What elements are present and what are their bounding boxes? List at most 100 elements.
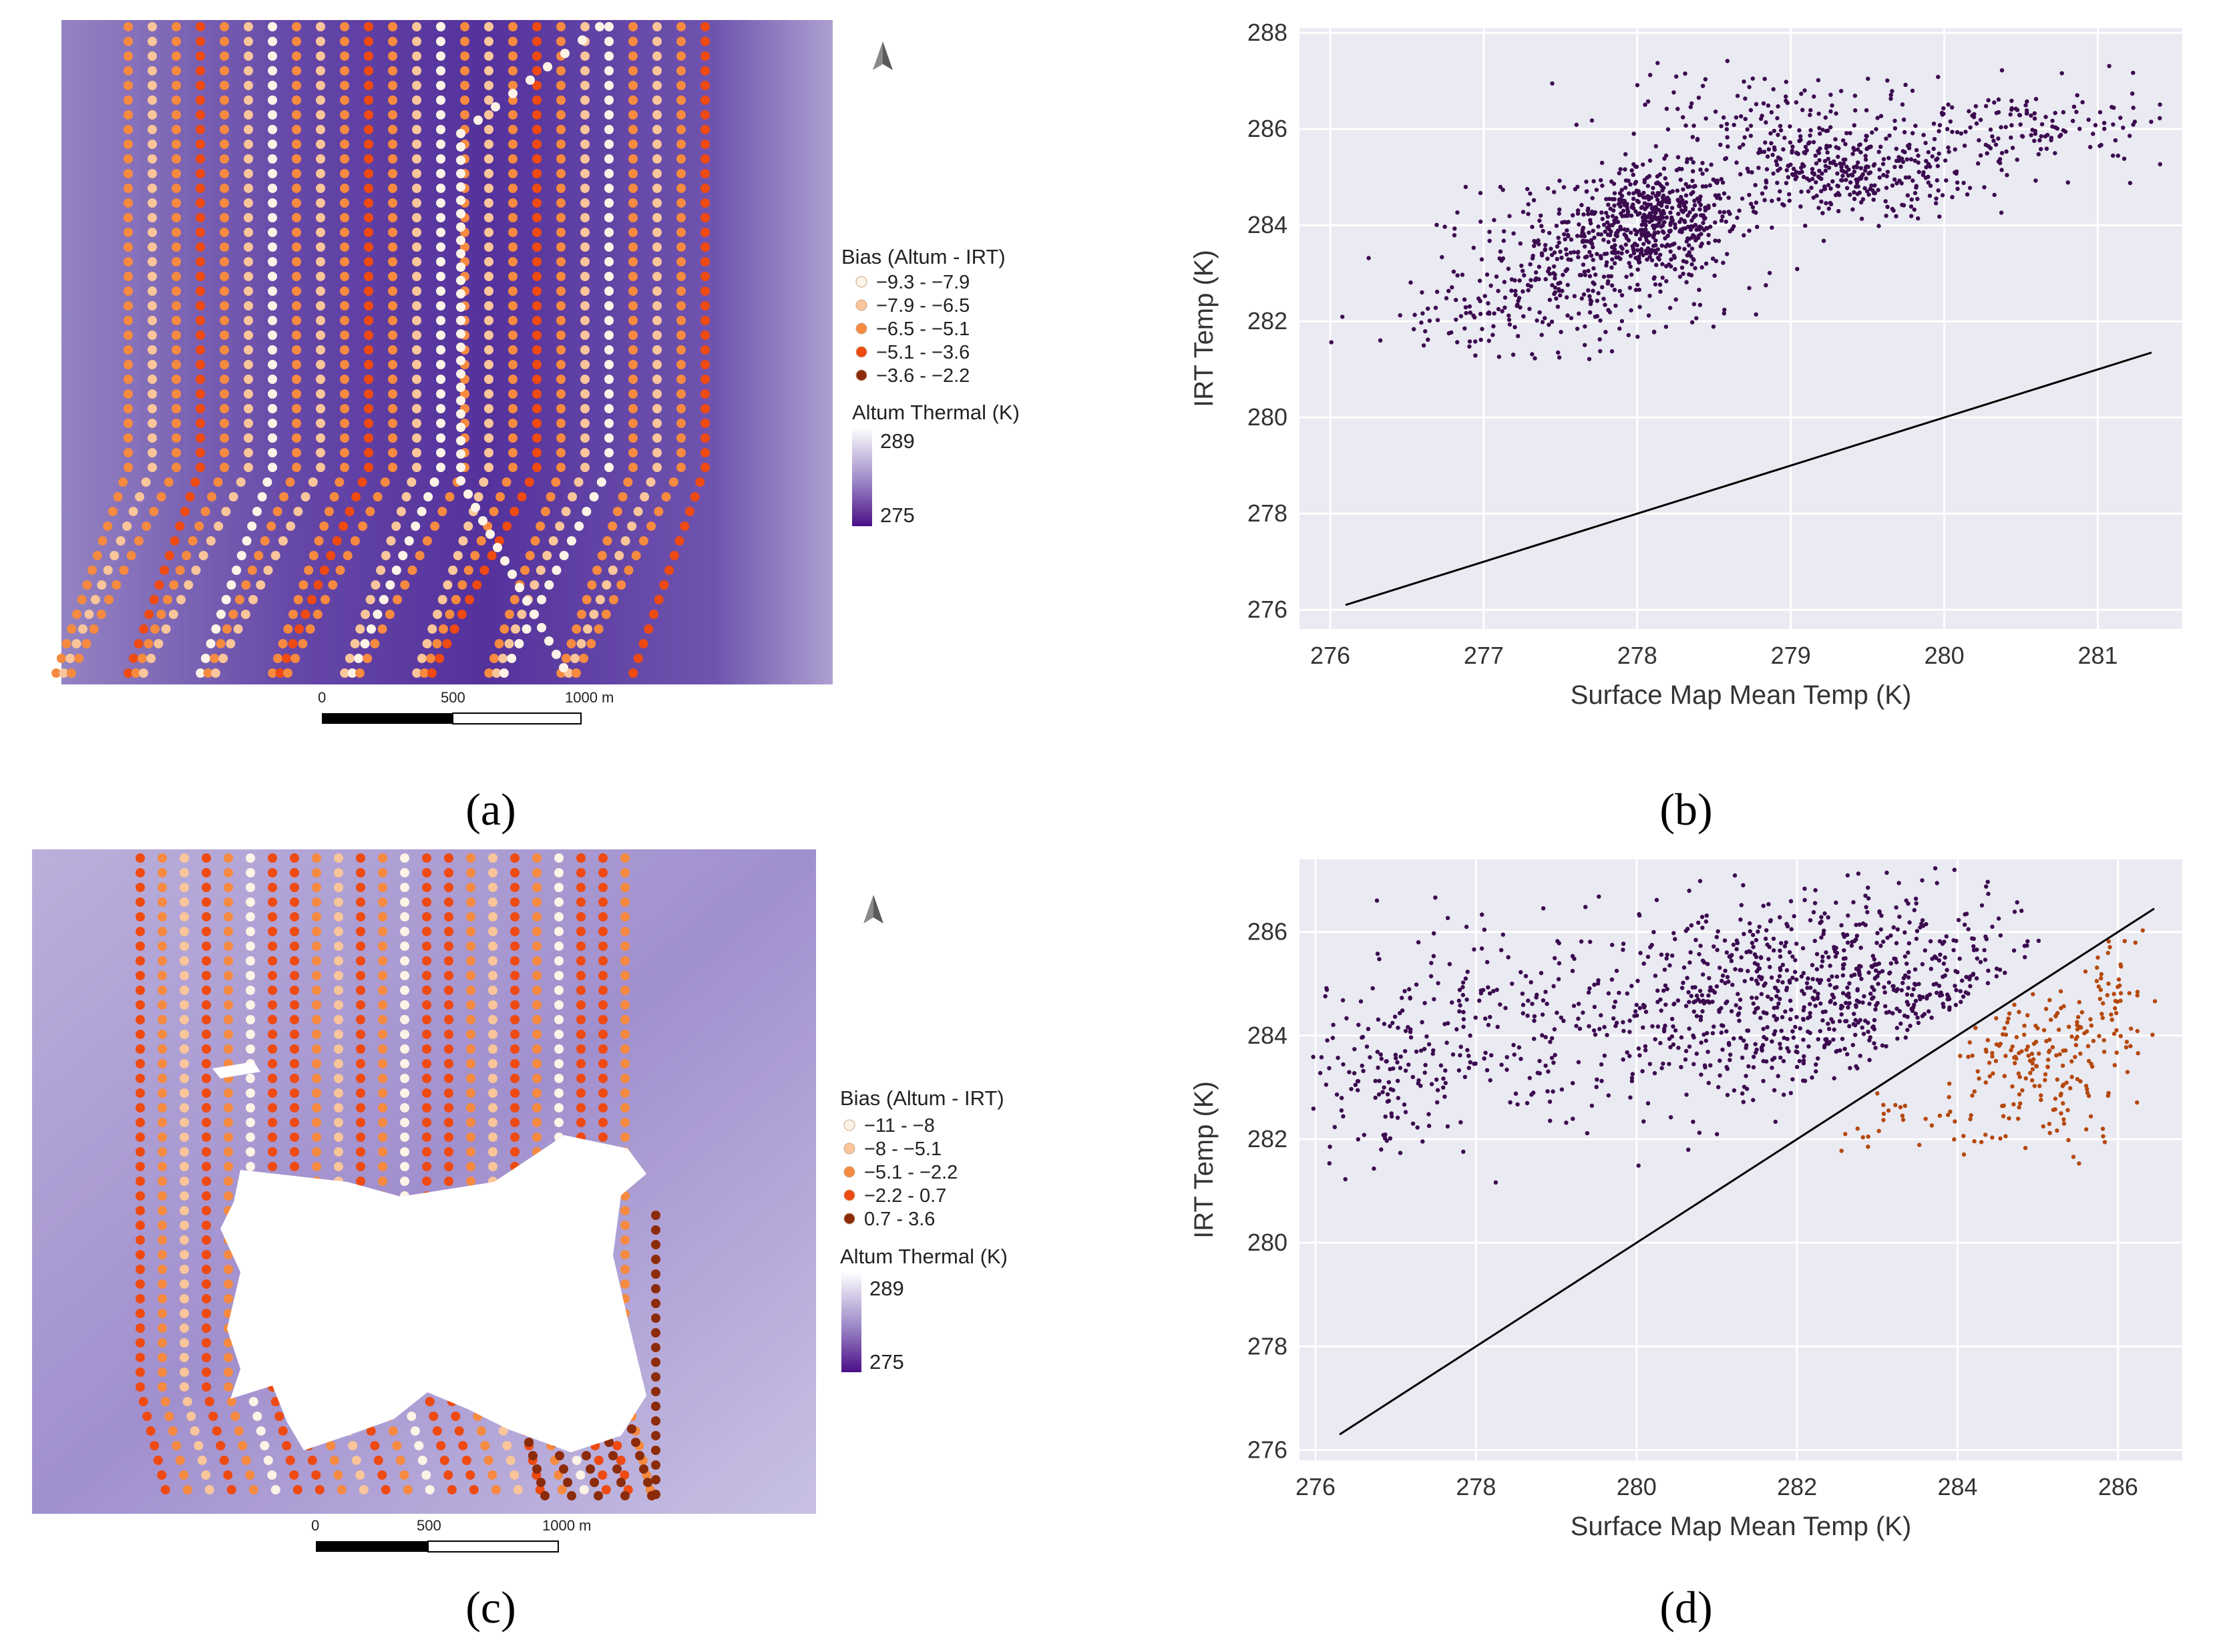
- scatter-point: [1754, 102, 1758, 106]
- scatter-point: [1941, 106, 1945, 110]
- track-dot: [652, 198, 662, 208]
- track-dot: [136, 1088, 145, 1098]
- track-dot: [488, 927, 497, 936]
- scatter-point: [1938, 123, 1942, 127]
- track-dot: [510, 1147, 520, 1157]
- track-dot: [244, 272, 253, 281]
- scatter-point: [1695, 1052, 1699, 1056]
- scatter-point: [1708, 1063, 1712, 1067]
- scatter-point: [1734, 160, 1738, 164]
- scatter-point: [1945, 968, 1949, 972]
- track-dot: [604, 22, 614, 31]
- scatter-point: [1625, 250, 1629, 254]
- track-dot: [268, 389, 277, 399]
- track-dot: [700, 448, 710, 457]
- scatter-point: [1404, 1068, 1408, 1072]
- track-dot: [577, 610, 586, 619]
- scatter-point: [2111, 122, 2115, 126]
- scatter-point: [1915, 1016, 1919, 1020]
- track-dot: [510, 1044, 520, 1054]
- track-dot: [180, 868, 189, 877]
- scatter-point: [1886, 170, 1890, 174]
- track-dot: [172, 95, 181, 105]
- scatter-point: [1625, 214, 1629, 218]
- track-dot: [165, 551, 174, 560]
- scatter-point: [1719, 1006, 1723, 1010]
- track-dot: [456, 449, 465, 459]
- track-dot: [355, 668, 365, 678]
- track-dot: [466, 971, 475, 980]
- track-dot: [508, 89, 518, 98]
- track-dot: [508, 51, 518, 61]
- track-dot: [93, 551, 102, 560]
- track-dot: [388, 184, 397, 193]
- track-dot: [388, 448, 397, 457]
- track-dot: [91, 595, 100, 604]
- scatter-point: [1696, 921, 1700, 925]
- track-dot: [580, 1485, 589, 1494]
- scatter-point: [1705, 1031, 1709, 1035]
- track-dot: [508, 198, 518, 208]
- scatter-point: [1521, 210, 1525, 214]
- scatter-point: [1950, 130, 1954, 134]
- scatter-point: [1984, 104, 1988, 108]
- scatter-point: [1519, 1057, 1523, 1061]
- scatter-point: [1575, 234, 1579, 238]
- scatter-point: [1543, 316, 1547, 320]
- scatter-point: [1951, 938, 1955, 942]
- track-dot: [124, 66, 133, 75]
- scatter-point: [1718, 966, 1722, 970]
- scatter-point: [1834, 985, 1838, 989]
- scatter-point: [1816, 1056, 1820, 1060]
- track-dot: [335, 477, 344, 487]
- track-dot: [286, 1456, 295, 1465]
- north-arrow-icon: [873, 41, 893, 70]
- scatter-point: [1550, 1036, 1554, 1040]
- track-dot: [148, 125, 157, 134]
- scatter-point: [1770, 1058, 1774, 1062]
- scatter-point: [2053, 151, 2057, 155]
- scatter-point: [2037, 939, 2041, 943]
- scatter-point: [1906, 950, 1910, 954]
- track-dot: [411, 522, 420, 531]
- track-dot: [700, 404, 710, 413]
- track-dot: [598, 971, 608, 980]
- track-dot: [316, 51, 325, 61]
- track-dot: [388, 81, 397, 90]
- scatter-point: [1963, 144, 1967, 148]
- track-dot: [580, 257, 590, 266]
- scatter-point: [1689, 157, 1693, 161]
- track-dot: [436, 257, 445, 266]
- track-dot: [455, 1426, 464, 1436]
- scatter-point: [1866, 1030, 1870, 1034]
- track-dot: [554, 1015, 564, 1024]
- scatter-point: [1914, 999, 1918, 1003]
- track-dot: [580, 448, 590, 457]
- scatter-point: [1652, 275, 1656, 279]
- scatter-point: [1480, 946, 1484, 950]
- scatter-point: [1455, 340, 1459, 344]
- track-dot: [312, 868, 321, 877]
- track-dot: [119, 566, 128, 575]
- scatter-point: [1683, 71, 1687, 75]
- scatter-point: [1451, 1052, 1455, 1056]
- scatter-point: [1730, 227, 1734, 231]
- scatter-point: [1459, 1045, 1463, 1049]
- scatter-point: [1532, 198, 1536, 202]
- track-dot: [700, 184, 710, 193]
- scatter-point: [1682, 247, 1686, 251]
- scatter-point: [1746, 969, 1750, 973]
- scatter-point: [1653, 282, 1657, 286]
- scatter-point: [1890, 184, 1894, 188]
- track-dot: [158, 1191, 167, 1201]
- track-dot: [580, 404, 590, 413]
- scatter-point: [1732, 1036, 1736, 1040]
- scatter-point: [1850, 152, 1854, 156]
- scatter-point: [1756, 166, 1760, 170]
- track-dot: [456, 463, 465, 472]
- track-dot: [356, 942, 365, 951]
- scatter-point: [1643, 207, 1647, 211]
- scatter-point: [1620, 319, 1624, 323]
- scatter-point: [1579, 234, 1583, 238]
- scatter-point: [1797, 128, 1801, 132]
